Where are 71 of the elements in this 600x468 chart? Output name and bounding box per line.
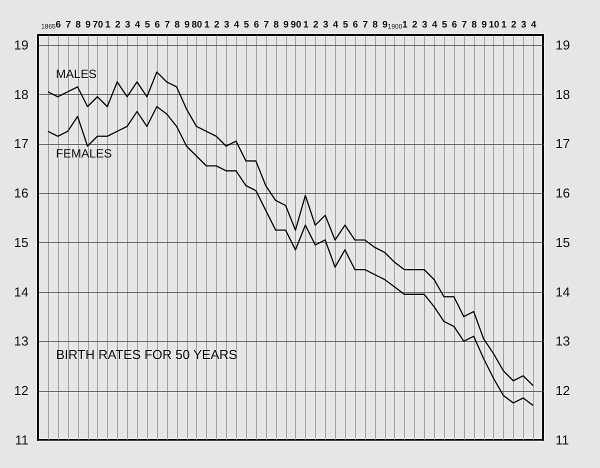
x-tick-label: 7 [66, 20, 71, 30]
x-tick-label: 9 [382, 20, 388, 30]
x-tick-label: 8 [274, 20, 279, 30]
y2-tick-label: 11 [556, 432, 569, 448]
x-tick-label: 3 [124, 20, 130, 30]
x-tick-label: 9 [85, 20, 91, 30]
x-tick-label: 5 [244, 20, 250, 30]
x-tick-label: 8 [472, 20, 477, 30]
x-tick-label: 2 [313, 20, 318, 30]
x-tick-label: 6 [254, 20, 259, 30]
y2-tick-label: 14 [556, 284, 570, 300]
x-tick-label: 3 [224, 20, 230, 30]
y2-tick-label: 15 [556, 234, 570, 250]
series-label: FEMALES [56, 146, 112, 160]
x-tick-label: 6 [352, 20, 358, 30]
x-tick-label: 4 [234, 20, 240, 30]
x-tick-label: 6 [452, 20, 458, 30]
y2-tick-label: 17 [556, 136, 570, 152]
x-tick-label: 2 [511, 20, 516, 30]
y2-tick-label: 19 [556, 37, 570, 52]
x-tick-label: 9 [283, 20, 289, 30]
x-tick-label: 70 [92, 20, 104, 30]
x-tick-label: 2 [412, 20, 418, 30]
line-series [47, 71, 534, 386]
line-series [47, 106, 534, 406]
x-tick-label: 6 [154, 20, 160, 30]
x-tick-label: 8 [75, 20, 81, 30]
x-tick-label: 5 [442, 20, 448, 30]
x-tick-label: 4 [530, 20, 537, 30]
x-tick-label: 3 [323, 20, 328, 30]
x-tick-label: 3 [521, 20, 526, 30]
y-tick-label: 15 [14, 234, 28, 250]
y2-tick-label: 13 [556, 334, 570, 349]
y-tick-label: 16 [14, 186, 28, 201]
x-tick-label: 5 [144, 20, 151, 30]
x-tick-label: 1 [303, 20, 310, 30]
x-tick-label: 5 [342, 20, 349, 30]
y-tick-label: 11 [15, 432, 28, 448]
x-tick-label: 9 [481, 20, 487, 30]
x-tick-label: 1 [204, 20, 210, 30]
x-tick-label: 2 [115, 20, 120, 30]
x-tick-label: 90 [290, 20, 302, 30]
x-tick-label: 4 [332, 20, 339, 30]
x-tick-label: 1 [402, 20, 408, 30]
x-tick-label: 7 [462, 20, 467, 30]
x-tick-label: 1 [501, 20, 508, 30]
x-tick-label: 3 [422, 20, 428, 30]
x-tick-label: 7 [264, 20, 269, 30]
x-tick-label: 9 [184, 20, 190, 30]
y2-tick-label: 12 [556, 383, 570, 398]
x-tick-label: 4 [134, 20, 141, 30]
y2-tick-label: 18 [556, 86, 570, 102]
x-tick-label: 8 [372, 20, 378, 30]
x-tick-label: 4 [432, 20, 438, 30]
y-tick-label: 14 [14, 284, 28, 300]
x-tick-label: 2 [214, 20, 220, 30]
x-tick-label: 80 [192, 20, 202, 30]
x-tick-label: 6 [56, 20, 61, 30]
x-tick-label: 8 [174, 20, 180, 30]
x-tick-label: 1 [105, 20, 112, 30]
y-tick-label: 13 [14, 334, 28, 349]
x-tick-label: 7 [164, 20, 170, 30]
y-tick-label: 19 [14, 37, 28, 52]
y-tick-label: 12 [14, 383, 28, 398]
y2-tick-label: 16 [556, 186, 570, 201]
y-tick-label: 18 [14, 86, 28, 102]
x-tick-label: 10 [488, 20, 500, 30]
y-tick-label: 17 [14, 136, 28, 152]
series-label: MALES [56, 66, 97, 81]
x-tick-label: 7 [362, 20, 368, 30]
text: BIRTH RATES FOR 50 YEARS [56, 347, 238, 362]
